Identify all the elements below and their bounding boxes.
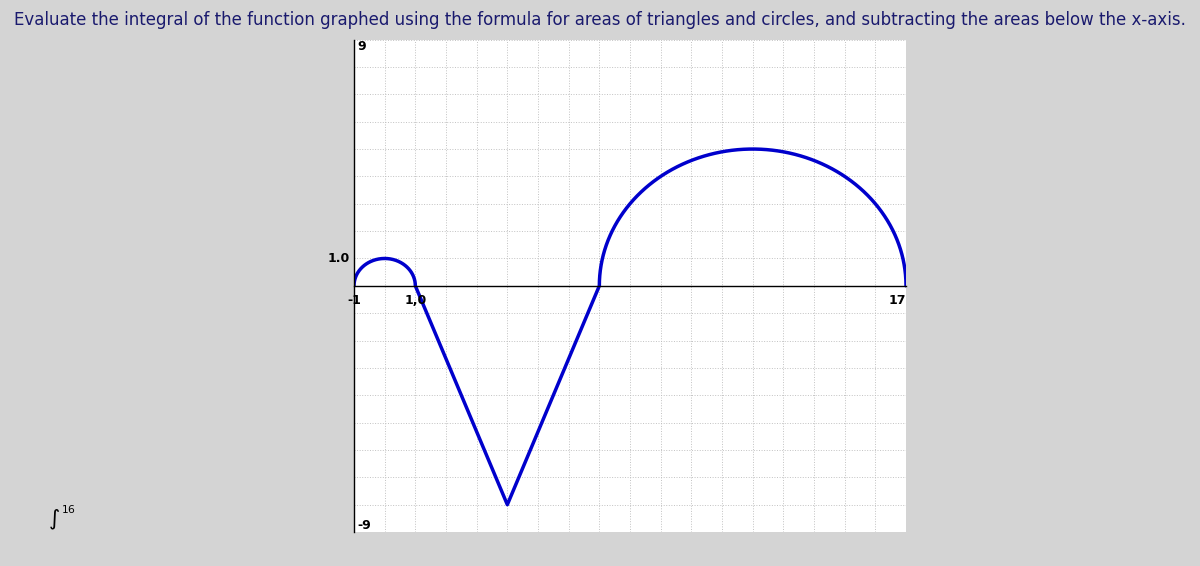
Text: 1,0: 1,0	[404, 294, 426, 307]
Text: 1.0: 1.0	[328, 252, 349, 265]
Text: 17: 17	[888, 294, 906, 307]
Text: -9: -9	[358, 519, 371, 532]
Text: 9: 9	[358, 40, 366, 53]
Text: -1: -1	[347, 294, 361, 307]
Text: Evaluate the integral of the function graphed using the formula for areas of tri: Evaluate the integral of the function gr…	[14, 11, 1186, 29]
Text: $\int^{16}$: $\int^{16}$	[48, 503, 76, 532]
